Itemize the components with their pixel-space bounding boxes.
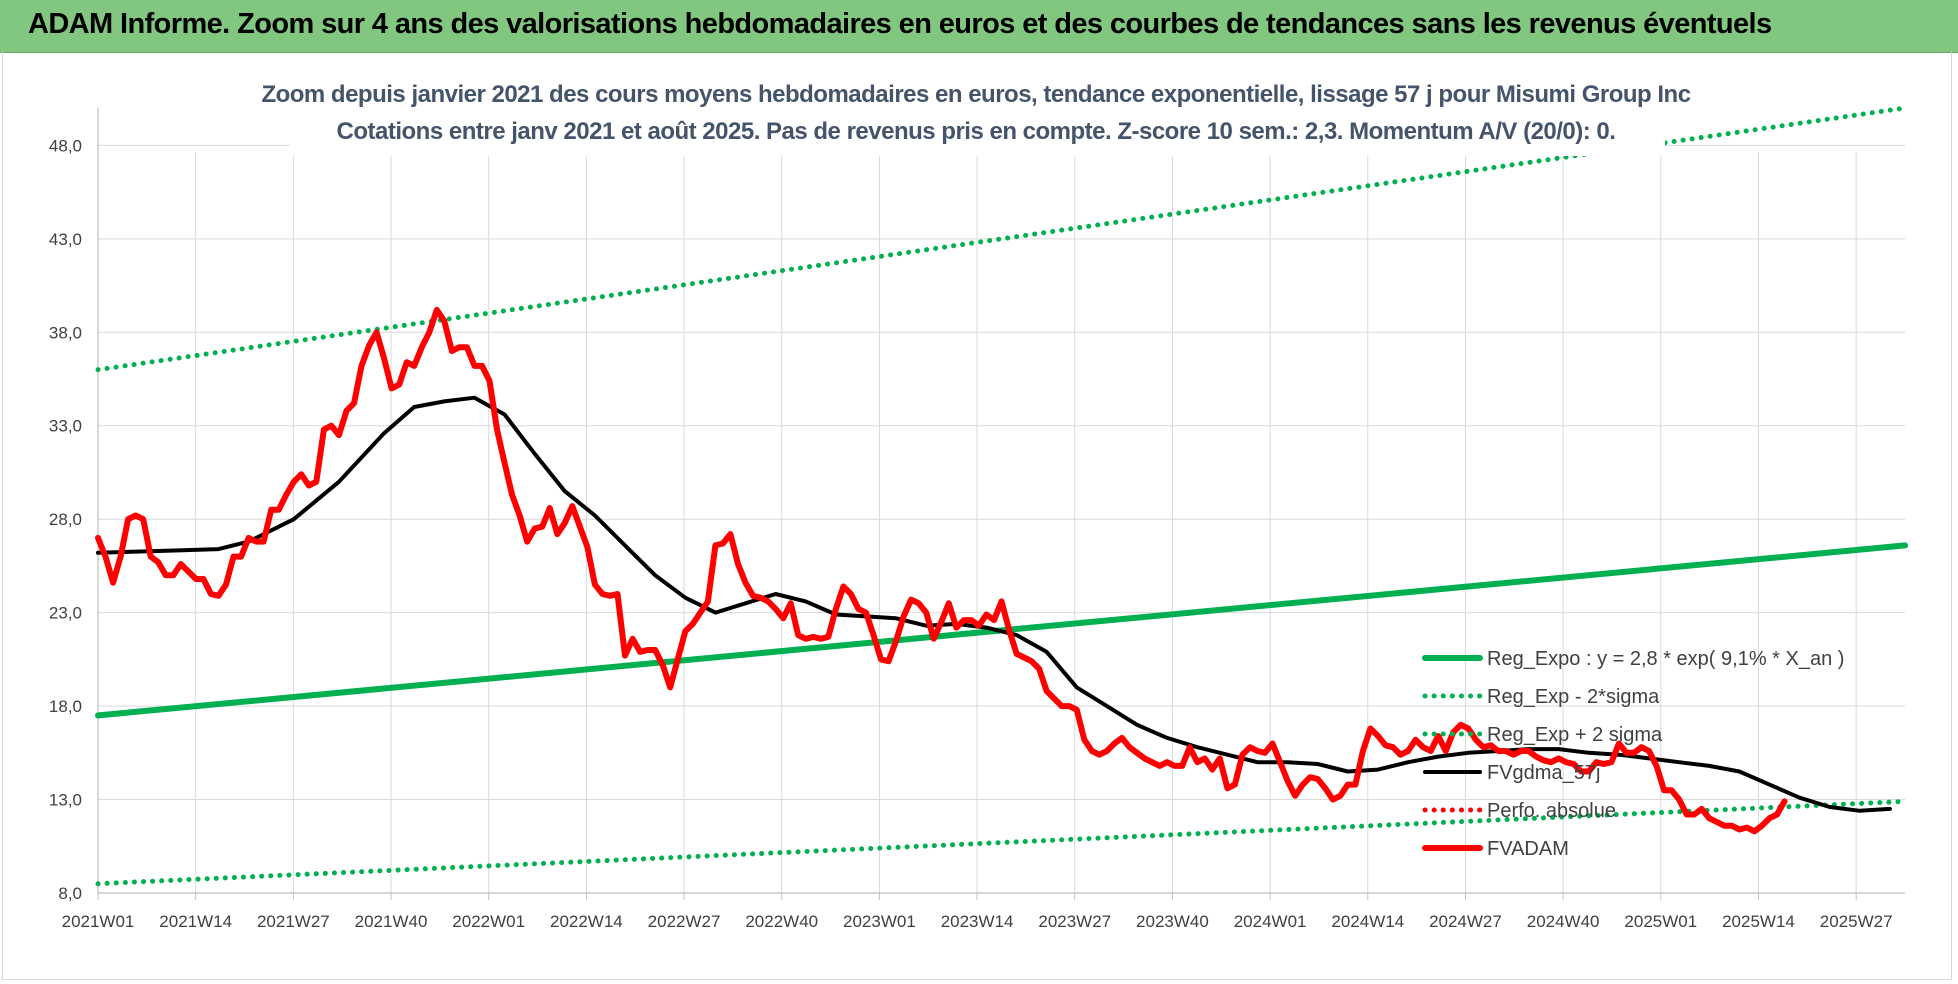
legend-label: FVADAM xyxy=(1487,838,1569,860)
grid xyxy=(97,144,1905,894)
legend-label: Perfo. absolue xyxy=(1487,800,1616,822)
x-tick-label: 2023W27 xyxy=(1038,912,1111,931)
y-tick-label: 8,0 xyxy=(58,884,82,903)
x-tick-label: 2021W14 xyxy=(159,912,232,931)
x-tick-label: 2024W14 xyxy=(1331,912,1404,931)
legend-label: FVgdma_57j xyxy=(1487,762,1600,784)
x-tick-label: 2023W40 xyxy=(1136,912,1209,931)
x-tick-label: 2025W14 xyxy=(1722,912,1795,931)
y-tick-label: 38,0 xyxy=(49,323,82,342)
report-banner: ADAM Informe. Zoom sur 4 ans des valoris… xyxy=(0,0,1958,53)
y-tick-label: 43,0 xyxy=(49,230,82,249)
x-tick-label: 2023W14 xyxy=(941,912,1014,931)
x-tick-label: 2024W40 xyxy=(1527,912,1600,931)
x-tick-label: 2021W40 xyxy=(355,912,428,931)
legend-label: Reg_Exp + 2 sigma xyxy=(1487,724,1663,746)
series-line-1 xyxy=(95,798,1908,887)
chart-subtitle: Zoom depuis janvier 2021 des cours moyen… xyxy=(261,72,1691,156)
y-tick-label: 23,0 xyxy=(49,604,82,623)
chart-frame xyxy=(2,52,1952,980)
x-tick-label: 2024W01 xyxy=(1234,912,1307,931)
y-tick-label: 13,0 xyxy=(49,791,82,810)
subtitle-backdrop xyxy=(290,72,1665,156)
legend-label: Reg_Exp - 2*sigma xyxy=(1487,686,1660,708)
legend: Reg_Expo : y = 2,8 * exp( 9,1% * X_an ) R… xyxy=(1422,648,1844,860)
series-line-3 xyxy=(96,395,1892,813)
series-line-5 xyxy=(95,306,1788,835)
x-tick-label: 2022W27 xyxy=(648,912,721,931)
x-tick-label: 2025W01 xyxy=(1624,912,1697,931)
x-tick-label: 2024W27 xyxy=(1429,912,1502,931)
x-tick-label: 2021W01 xyxy=(62,912,135,931)
x-tick-label: 2022W14 xyxy=(550,912,623,931)
series xyxy=(95,105,1908,887)
x-tick-label: 2021W27 xyxy=(257,912,330,931)
x-tick-label: 2023W01 xyxy=(843,912,916,931)
axes: 8,0 13,0 18,0 23,0 28,0 33,0 38,0 43,0 48,0 2021W… xyxy=(49,108,1905,931)
y-tick-label: 48,0 xyxy=(49,136,82,155)
legend-label: Reg_Expo : y = 2,8 * exp( 9,1% * X_an ) xyxy=(1487,648,1844,670)
subtitle-line: Zoom depuis janvier 2021 des cours moyen… xyxy=(261,81,1690,108)
x-tick-label: 2025W27 xyxy=(1820,912,1893,931)
y-tick-label: 28,0 xyxy=(49,510,82,529)
y-tick-label: 18,0 xyxy=(49,697,82,716)
x-tick-label: 2022W01 xyxy=(452,912,525,931)
y-tick-label: 33,0 xyxy=(49,417,82,436)
report-title: ADAM Informe. Zoom sur 4 ans des valoris… xyxy=(28,8,1772,40)
x-tick-label: 2022W40 xyxy=(745,912,818,931)
subtitle-line: Cotations entre janv 2021 et août 2025. … xyxy=(337,118,1616,145)
